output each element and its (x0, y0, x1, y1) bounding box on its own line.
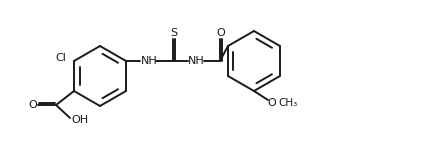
Text: OH: OH (72, 115, 89, 125)
Text: NH: NH (141, 55, 158, 66)
Text: O: O (28, 100, 37, 110)
Text: O: O (268, 98, 276, 108)
Text: Cl: Cl (56, 53, 66, 63)
Text: CH₃: CH₃ (278, 98, 298, 108)
Text: NH: NH (187, 55, 204, 66)
Text: O: O (217, 27, 225, 37)
Text: S: S (171, 27, 178, 37)
